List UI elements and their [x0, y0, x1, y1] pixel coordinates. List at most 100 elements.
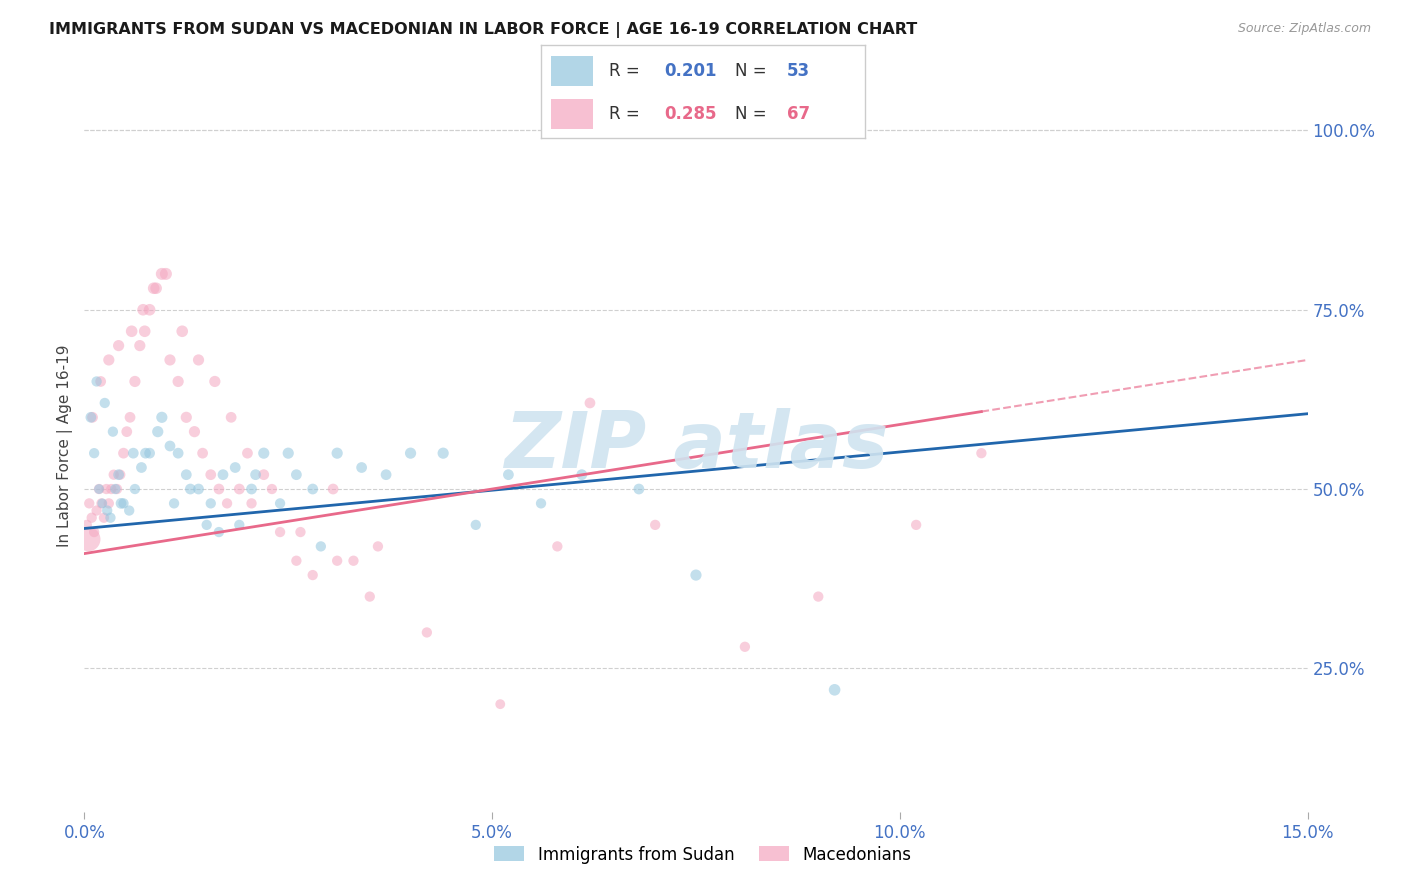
Point	[91, 496, 114, 510]
Point	[87, 482, 110, 496]
Point	[163, 496, 186, 510]
Text: R =: R =	[609, 62, 645, 79]
Point	[195, 517, 218, 532]
Point	[145, 281, 167, 295]
Y-axis label: In Labor Force | Age 16-19: In Labor Force | Age 16-19	[58, 344, 73, 548]
Point	[167, 375, 190, 389]
Point	[110, 467, 132, 482]
Text: N =: N =	[735, 62, 772, 79]
Point	[224, 460, 246, 475]
Point	[204, 375, 226, 389]
Point	[240, 496, 263, 510]
Point	[124, 375, 146, 389]
Point	[290, 524, 312, 539]
Point	[103, 467, 125, 482]
Point	[191, 446, 214, 460]
Point	[150, 410, 173, 425]
Point	[96, 482, 118, 496]
Point	[97, 353, 120, 368]
FancyBboxPatch shape	[551, 56, 593, 86]
Point	[285, 554, 308, 568]
Point	[96, 503, 118, 517]
Point	[83, 524, 105, 539]
Point	[155, 267, 177, 281]
Point	[93, 396, 115, 410]
Point	[82, 410, 104, 425]
Point	[187, 353, 209, 368]
Point	[159, 353, 181, 368]
Point	[236, 446, 259, 460]
Point	[83, 446, 105, 460]
Point	[118, 503, 141, 517]
Point	[142, 281, 165, 295]
Point	[579, 396, 602, 410]
Point	[187, 482, 209, 496]
Point	[174, 410, 197, 425]
Point	[245, 467, 267, 482]
Point	[464, 517, 486, 532]
Point	[301, 568, 323, 582]
Point	[326, 446, 349, 460]
Point	[359, 590, 381, 604]
Text: 53: 53	[787, 62, 810, 79]
Text: R =: R =	[609, 105, 645, 123]
Point	[807, 590, 830, 604]
Point	[115, 425, 138, 439]
Point	[183, 425, 205, 439]
Point	[375, 467, 398, 482]
Point	[86, 503, 108, 517]
Point	[734, 640, 756, 654]
Point	[342, 554, 364, 568]
Point	[100, 510, 122, 524]
Point	[399, 446, 422, 460]
Point	[269, 496, 291, 510]
Point	[277, 446, 299, 460]
Point	[350, 460, 373, 475]
Point	[159, 439, 181, 453]
Point	[107, 467, 129, 482]
Point	[150, 267, 173, 281]
Point	[118, 410, 141, 425]
Point	[97, 496, 120, 510]
Point	[86, 375, 108, 389]
Point	[104, 482, 127, 496]
Point	[432, 446, 454, 460]
Point	[571, 467, 593, 482]
Point	[134, 324, 156, 338]
Point	[489, 697, 512, 711]
Point	[122, 446, 145, 460]
Point	[824, 682, 846, 697]
Point	[240, 482, 263, 496]
Point	[208, 524, 231, 539]
Point	[100, 482, 122, 496]
Point	[128, 338, 150, 352]
Point	[76, 517, 98, 532]
Point	[179, 482, 201, 496]
Point	[200, 496, 222, 510]
Point	[138, 446, 160, 460]
Legend: Immigrants from Sudan, Macedonians: Immigrants from Sudan, Macedonians	[488, 839, 918, 871]
Point	[285, 467, 308, 482]
Point	[90, 375, 112, 389]
Point	[167, 446, 190, 460]
Point	[87, 482, 110, 496]
Text: IMMIGRANTS FROM SUDAN VS MACEDONIAN IN LABOR FORCE | AGE 16-19 CORRELATION CHART: IMMIGRANTS FROM SUDAN VS MACEDONIAN IN L…	[49, 22, 918, 38]
Point	[416, 625, 439, 640]
Point	[219, 410, 242, 425]
Point	[326, 554, 349, 568]
Point	[970, 446, 993, 460]
Point	[685, 568, 707, 582]
Point	[112, 496, 135, 510]
Text: Source: ZipAtlas.com: Source: ZipAtlas.com	[1237, 22, 1371, 36]
Point	[208, 482, 231, 496]
Point	[644, 517, 666, 532]
Point	[146, 425, 169, 439]
Point	[269, 524, 291, 539]
Point	[253, 446, 276, 460]
Point	[367, 540, 389, 554]
Point	[112, 446, 135, 460]
Point	[90, 496, 112, 510]
Point	[546, 540, 568, 554]
Text: 0.201: 0.201	[664, 62, 717, 79]
Text: N =: N =	[735, 105, 772, 123]
